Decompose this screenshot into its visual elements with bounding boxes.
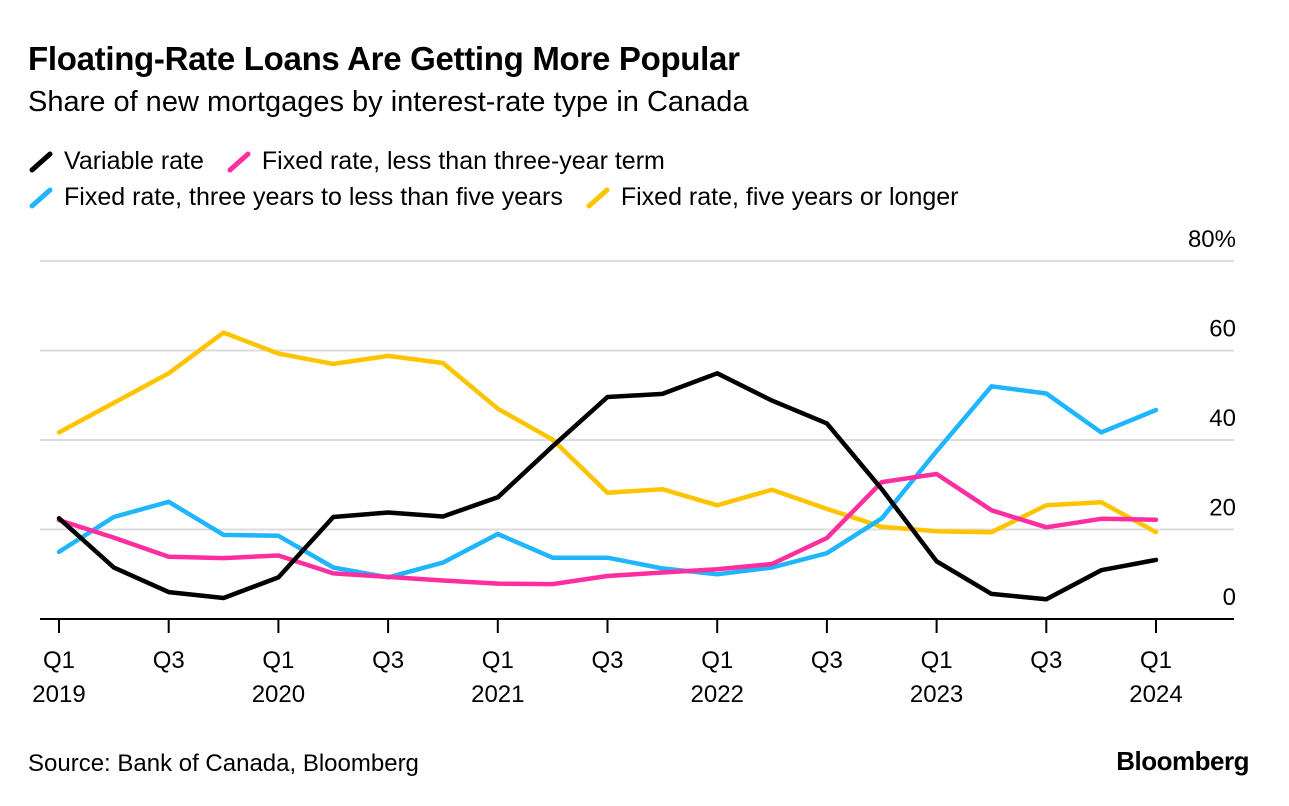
x-tick-label-quarter: Q3 (811, 647, 843, 674)
x-tick-label-quarter: Q1 (701, 647, 733, 674)
y-tick-label: 0 (1223, 584, 1236, 611)
series-line-fixed-rate-less-than-three-year-term (56, 471, 1159, 587)
legend-item-fixed-short: Fixed rate, less than three-year term (226, 147, 665, 176)
y-tick-label: 40 (1209, 405, 1236, 432)
y-tick-label: 60 (1209, 316, 1236, 343)
legend-item-fixed-medium: Fixed rate, three years to less than fiv… (28, 183, 563, 212)
x-tick-label-year: 2019 (32, 681, 85, 708)
legend-swatch-fixed-short (227, 151, 251, 172)
x-tick-label-quarter: Q1 (43, 647, 75, 674)
x-tick-label-year: 2020 (252, 681, 305, 708)
series-line-variable-rate (56, 371, 1159, 602)
legend-label-fixed-medium: Fixed rate, three years to less than fiv… (64, 183, 563, 211)
legend-row-1: Variable rate Fixed rate, less than thre… (28, 147, 687, 176)
x-tick-label-quarter: Q3 (372, 647, 404, 674)
series-lines (56, 330, 1159, 602)
legend-item-variable-rate: Variable rate (28, 147, 204, 176)
bloomberg-logo: Bloomberg (1116, 746, 1249, 776)
x-tick-label-quarter: Q3 (153, 647, 185, 674)
legend-swatch-fixed-long (586, 187, 610, 208)
y-axis-ticks: 0 20 40 60 80% (1188, 226, 1236, 611)
x-tick-label-year: 2023 (910, 681, 963, 708)
gridlines (40, 260, 1234, 531)
x-tick-label-quarter: Q3 (591, 647, 623, 674)
legend-label-variable-rate: Variable rate (64, 147, 204, 175)
chart-title: Floating-Rate Loans Are Getting More Pop… (28, 40, 740, 77)
x-tick-label-year: 2024 (1129, 681, 1182, 708)
x-tick-label-quarter: Q1 (262, 647, 294, 674)
series-line-fixed-rate-five-years-or-longer (56, 330, 1159, 535)
x-tick-label-year: 2022 (691, 681, 744, 708)
chart-subtitle: Share of new mortgages by interest-rate … (28, 86, 749, 118)
legend-swatch-fixed-medium (29, 187, 53, 208)
legend-swatch-variable-rate (29, 151, 53, 172)
x-tick-label-quarter: Q3 (1030, 647, 1062, 674)
legend-label-fixed-long: Fixed rate, five years or longer (620, 183, 959, 211)
legend-row-2: Fixed rate, three years to less than fiv… (28, 183, 981, 212)
y-tick-label: 20 (1209, 495, 1236, 522)
x-tick-label-quarter: Q1 (1140, 647, 1172, 674)
legend-label-fixed-short: Fixed rate, less than three-year term (261, 147, 665, 175)
source-note: Source: Bank of Canada, Bloomberg (28, 750, 419, 777)
legend-item-fixed-long: Fixed rate, five years or longer (585, 183, 959, 212)
x-tick-label-quarter: Q1 (482, 647, 514, 674)
y-tick-label: 80% (1188, 226, 1236, 253)
x-tick-label-quarter: Q1 (921, 647, 953, 674)
series-line-fixed-rate-three-years-to-less-than-five-years (56, 384, 1159, 580)
x-tick-label-year: 2021 (471, 681, 524, 708)
x-axis: Q1 2019 Q3 Q1 2020 Q3 Q1 2021 Q3 Q1 2022 Q3 Q1 2023 Q3… (32, 618, 1234, 708)
